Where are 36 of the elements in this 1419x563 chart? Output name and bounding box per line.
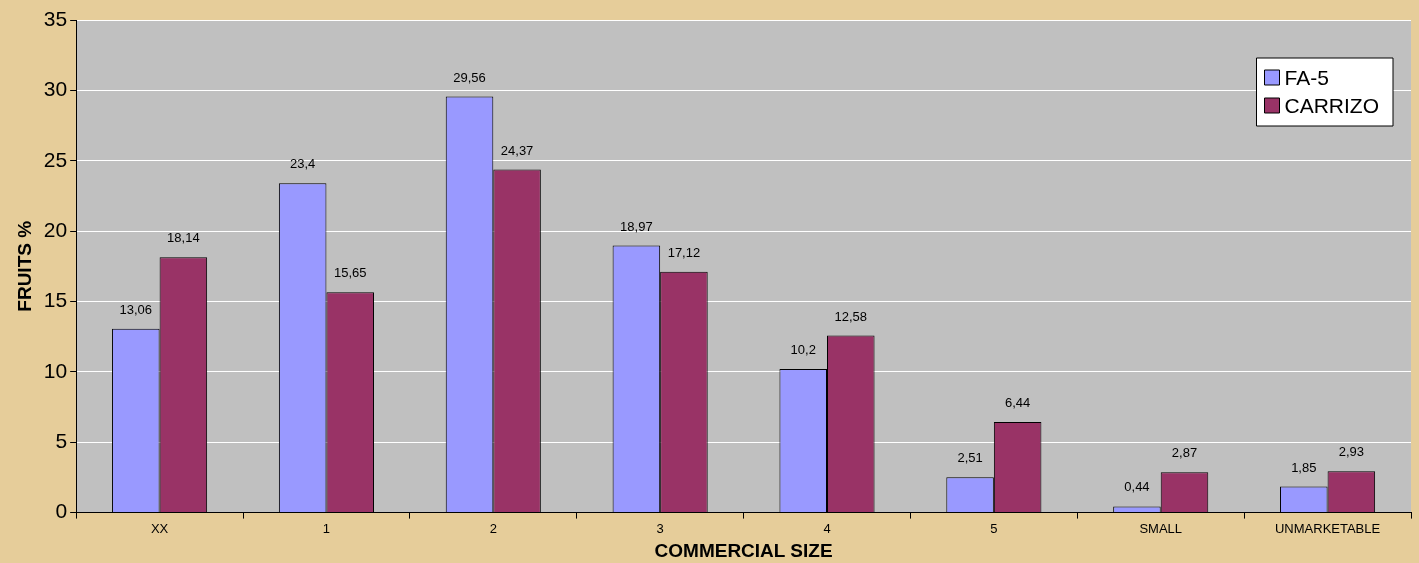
y-tick-label: 10 [43,358,68,382]
x-tick-label: 3 [656,520,664,536]
data-label: 13,06 [119,301,153,317]
data-label: 18,14 [167,230,200,246]
x-tick-label: 4 [823,520,831,536]
y-tick-label: 35 [43,6,68,30]
x-tick-label: UNMARKETABLE [1274,520,1381,536]
data-label: 2,51 [957,450,983,466]
data-label: 24,37 [500,142,534,158]
x-tick-label: SMALL [1139,520,1183,536]
data-label: 1,85 [1291,459,1317,475]
data-label: 15,65 [333,265,367,281]
data-label: 29,56 [453,69,486,85]
data-label: 2,87 [1171,445,1198,461]
data-label: 6,44 [1004,395,1031,411]
y-tick-label: 25 [43,147,68,171]
y-tick-label: 20 [43,217,68,241]
legend-label: FA-5 [1284,65,1329,89]
legend-label: CARRIZO [1284,93,1379,117]
y-axis-title: FRUITS % [13,220,35,312]
data-label: 12,58 [834,308,868,324]
data-label: 10,2 [790,342,816,358]
x-tick-label: XX [150,520,169,536]
data-label: 17,12 [667,244,701,260]
x-tick-label: 2 [489,520,497,536]
data-label: 23,4 [290,156,316,172]
y-tick-label: 15 [43,288,68,312]
x-tick-label: 1 [322,520,331,536]
data-label: 18,97 [620,218,653,234]
x-axis-title: COMMERCIAL SIZE [654,539,833,561]
x-tick-label: 5 [990,520,998,536]
y-tick-label: 30 [43,77,68,101]
data-label: 2,93 [1338,444,1365,460]
y-tick-label: 5 [55,429,68,453]
y-tick-label: 0 [55,499,68,523]
data-label: 0,44 [1124,479,1150,495]
